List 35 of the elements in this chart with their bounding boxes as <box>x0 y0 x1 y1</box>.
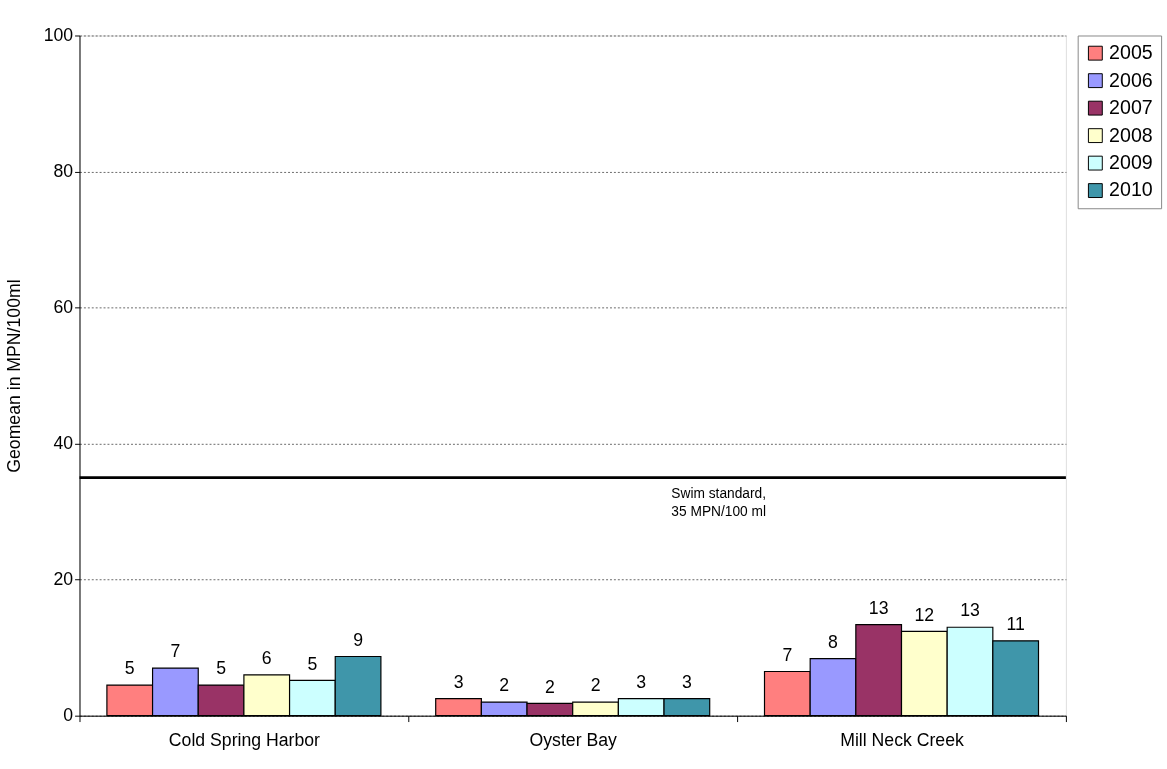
data-label: 3 <box>681 671 692 692</box>
data-label: 7 <box>782 644 793 665</box>
data-label: 13 <box>868 597 889 618</box>
legend-label: 2005 <box>1109 41 1153 64</box>
legend-label: 2007 <box>1109 96 1153 119</box>
data-label: 5 <box>124 658 135 679</box>
data-label: 7 <box>170 641 181 662</box>
x-tick-label: Cold Spring Harbor <box>168 729 321 750</box>
y-tick-label: 100 <box>43 24 74 45</box>
data-label: 3 <box>636 671 647 692</box>
x-tick-label: Mill Neck Creek <box>840 729 964 750</box>
data-label: 2 <box>544 676 555 697</box>
data-label: 9 <box>353 629 363 650</box>
data-label: 5 <box>216 658 227 679</box>
data-label: 12 <box>914 604 935 625</box>
data-label: 11 <box>1006 614 1025 635</box>
legend-label: 2009 <box>1109 150 1153 173</box>
data-label: 8 <box>828 631 839 652</box>
y-tick-label: 60 <box>53 296 74 317</box>
data-label: 2 <box>590 675 601 696</box>
legend-label: 2006 <box>1109 68 1153 91</box>
data-label: 6 <box>261 648 272 669</box>
y-axis-title: Geomean in MPN/100ml <box>4 279 25 473</box>
y-tick-label: 80 <box>53 160 74 181</box>
y-tick-label: 40 <box>53 433 74 454</box>
y-tick-label: 20 <box>53 569 74 590</box>
data-label: 5 <box>307 653 318 674</box>
y-tick-label: 0 <box>63 705 74 726</box>
data-label: 13 <box>960 600 980 621</box>
ref-line-label: Swim standard, 35 MPN/100 ml <box>671 486 766 519</box>
legend-label: 2010 <box>1109 178 1153 201</box>
legend-label: 2008 <box>1109 123 1153 146</box>
data-label: 2 <box>499 675 510 696</box>
x-tick-label: Oyster Bay <box>529 729 618 750</box>
data-label: 3 <box>453 671 464 692</box>
